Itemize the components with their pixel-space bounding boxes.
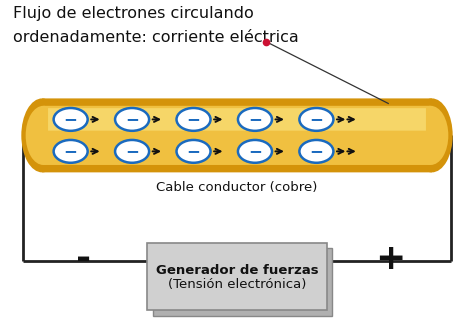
Text: −: − — [187, 143, 201, 160]
FancyBboxPatch shape — [147, 243, 327, 310]
Ellipse shape — [115, 108, 149, 131]
Text: −: − — [187, 110, 201, 128]
Ellipse shape — [238, 140, 272, 163]
FancyBboxPatch shape — [48, 108, 426, 131]
Text: −: − — [125, 110, 139, 128]
Ellipse shape — [54, 108, 88, 131]
Text: −: − — [248, 110, 262, 128]
Text: ordenadamente: corriente eléctrica: ordenadamente: corriente eléctrica — [12, 30, 298, 45]
Text: −: − — [125, 143, 139, 160]
Ellipse shape — [21, 99, 63, 172]
Ellipse shape — [176, 108, 210, 131]
Text: +: + — [375, 242, 406, 276]
Ellipse shape — [411, 99, 453, 172]
Text: −: − — [64, 143, 78, 160]
Text: Flujo de electrones circulando: Flujo de electrones circulando — [12, 6, 253, 21]
Text: (Tensión electrónica): (Tensión electrónica) — [168, 278, 306, 291]
Ellipse shape — [300, 140, 333, 163]
Text: −: − — [64, 110, 78, 128]
Text: −: − — [310, 110, 323, 128]
Text: Cable conductor (cobre): Cable conductor (cobre) — [156, 181, 318, 194]
Ellipse shape — [115, 140, 149, 163]
Ellipse shape — [238, 108, 272, 131]
FancyBboxPatch shape — [153, 248, 332, 316]
Text: -: - — [76, 242, 91, 276]
Ellipse shape — [176, 140, 210, 163]
Ellipse shape — [300, 108, 333, 131]
Text: Generador de fuerzas: Generador de fuerzas — [155, 264, 319, 277]
FancyBboxPatch shape — [43, 106, 431, 165]
Text: −: − — [310, 143, 323, 160]
Ellipse shape — [54, 140, 88, 163]
FancyBboxPatch shape — [42, 99, 432, 172]
Text: −: − — [248, 143, 262, 160]
Ellipse shape — [26, 106, 61, 165]
Ellipse shape — [413, 106, 448, 165]
